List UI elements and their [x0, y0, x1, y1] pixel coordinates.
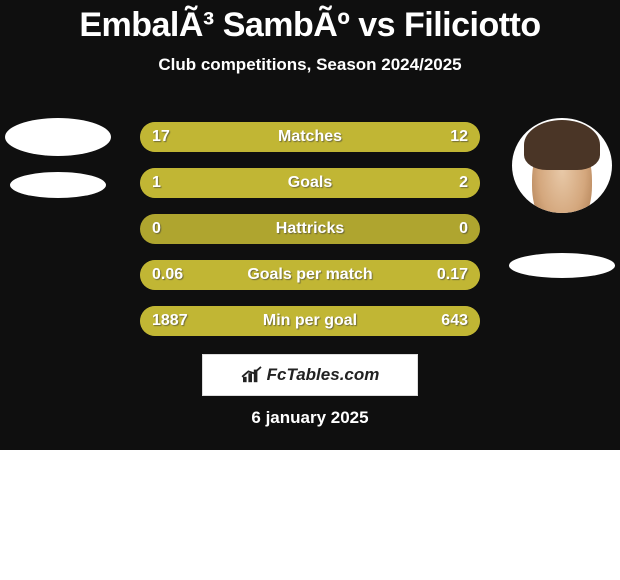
- stat-value-left: 17: [152, 128, 170, 146]
- player-left-box: [3, 118, 113, 278]
- comparison-card: EmbalÃ³ SambÃº vs Filiciotto Club compet…: [0, 0, 620, 450]
- stat-row: 1887 Min per goal 643: [140, 306, 480, 336]
- stat-value-right: 0: [459, 220, 468, 238]
- player-left-shadow: [10, 172, 106, 198]
- player-right-shadow: [509, 253, 615, 278]
- player-left-avatar: [5, 118, 111, 156]
- stat-label: Goals per match: [247, 266, 372, 284]
- stat-label: Min per goal: [263, 312, 357, 330]
- stat-value-right: 0.17: [437, 266, 468, 284]
- stat-value-right: 12: [450, 128, 468, 146]
- stat-row: 1 Goals 2: [140, 168, 480, 198]
- logo-text: FcTables.com: [267, 365, 380, 385]
- stat-label: Matches: [278, 128, 342, 146]
- stat-value-left: 1887: [152, 312, 188, 330]
- stat-value-left: 0: [152, 220, 161, 238]
- stat-row: 17 Matches 12: [140, 122, 480, 152]
- player-right-avatar: [512, 118, 612, 213]
- stat-label: Goals: [288, 174, 332, 192]
- title-left-name: EmbalÃ³ SambÃº: [79, 6, 349, 44]
- stat-label: Hattricks: [276, 220, 344, 238]
- player-right-box: [507, 118, 617, 278]
- subtitle: Club competitions, Season 2024/2025: [0, 55, 620, 75]
- date-label: 6 january 2025: [251, 408, 368, 428]
- stat-value-left: 0.06: [152, 266, 183, 284]
- title-right-name: Filiciotto: [404, 6, 541, 44]
- logo-box: FcTables.com: [202, 354, 418, 396]
- chart-icon: [241, 366, 263, 384]
- face-icon: [512, 118, 612, 213]
- page-title: EmbalÃ³ SambÃº vs Filiciotto: [0, 0, 620, 45]
- stat-bars: 17 Matches 12 1 Goals 2 0 Hattricks 0 0.06 Goals p…: [140, 122, 480, 352]
- stat-row: 0 Hattricks 0: [140, 214, 480, 244]
- stat-value-right: 643: [441, 312, 468, 330]
- stat-row: 0.06 Goals per match 0.17: [140, 260, 480, 290]
- stat-value-right: 2: [459, 174, 468, 192]
- stat-value-left: 1: [152, 174, 161, 192]
- title-vs: vs: [349, 6, 404, 44]
